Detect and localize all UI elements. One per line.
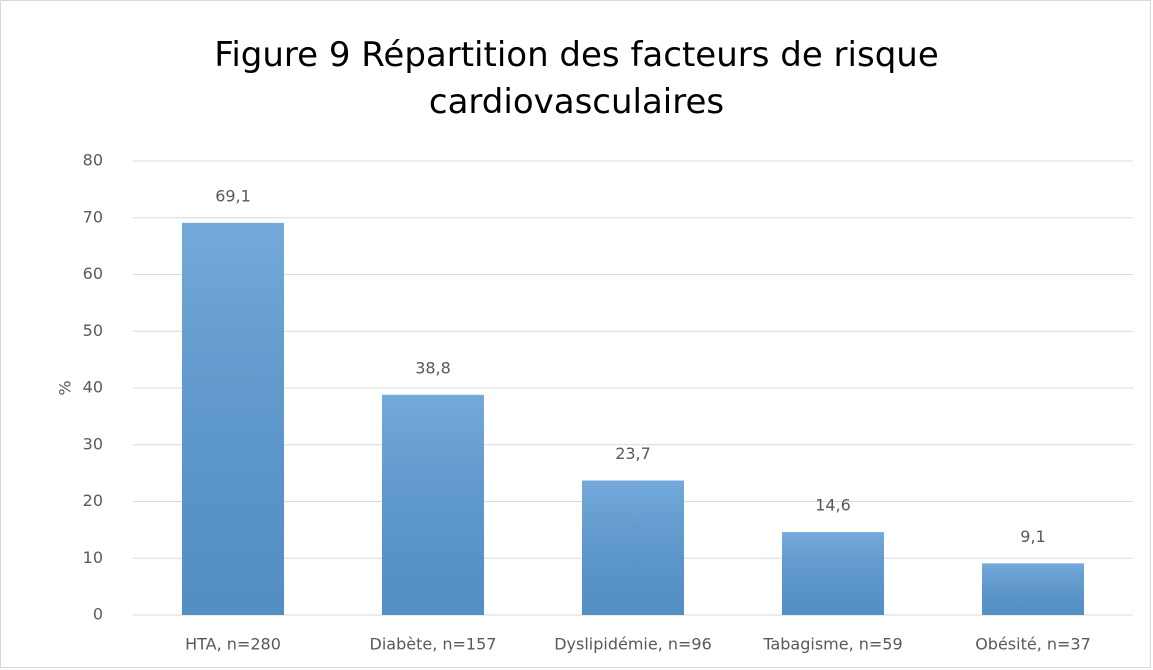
x-tick-label: Dyslipidémie, n=96: [554, 635, 712, 654]
bar-shade: [382, 394, 484, 615]
bar-shade: [582, 480, 684, 615]
chart-title-box: Figure 9 Répartition des facteurs de ris…: [0, 32, 1153, 126]
value-label: 9,1: [1020, 527, 1045, 546]
chart-title: Figure 9 Répartition des facteurs de ris…: [214, 35, 939, 122]
y-tick-label: 70: [83, 207, 103, 226]
x-tick-label: Obésité, n=37: [975, 635, 1091, 654]
y-axis-label: %: [56, 380, 75, 395]
value-label: 69,1: [215, 186, 251, 205]
y-tick-label: 20: [83, 491, 103, 510]
y-tick-label: 60: [83, 264, 103, 283]
y-tick-label: 0: [93, 605, 103, 624]
bar-shade: [982, 563, 1084, 615]
x-tick-label: HTA, n=280: [185, 635, 281, 654]
y-tick-label: 30: [83, 434, 103, 453]
x-tick-label: Diabète, n=157: [370, 635, 497, 654]
x-tick-label: Tabagisme, n=59: [762, 635, 902, 654]
y-tick-label: 40: [83, 378, 103, 397]
bar-shade: [182, 222, 284, 616]
value-label: 14,6: [815, 496, 851, 515]
value-label: 23,7: [615, 444, 651, 463]
y-tick-label: 80: [83, 151, 103, 170]
y-tick-label: 10: [83, 548, 103, 567]
bar-shade: [782, 532, 884, 615]
value-label: 38,8: [415, 358, 451, 377]
y-tick-label: 50: [83, 321, 103, 340]
